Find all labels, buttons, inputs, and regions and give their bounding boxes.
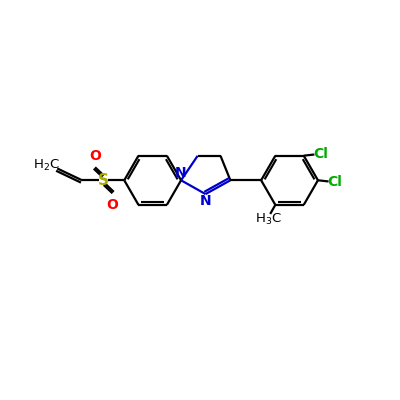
- Text: S: S: [98, 173, 109, 188]
- Text: O: O: [89, 149, 101, 163]
- Text: O: O: [106, 198, 118, 212]
- Text: Cl: Cl: [313, 147, 328, 161]
- Text: N: N: [174, 166, 186, 180]
- Text: N: N: [200, 194, 211, 208]
- Text: Cl: Cl: [327, 175, 342, 189]
- Text: H$_2$C: H$_2$C: [33, 158, 60, 173]
- Text: H$_3$C: H$_3$C: [255, 212, 282, 228]
